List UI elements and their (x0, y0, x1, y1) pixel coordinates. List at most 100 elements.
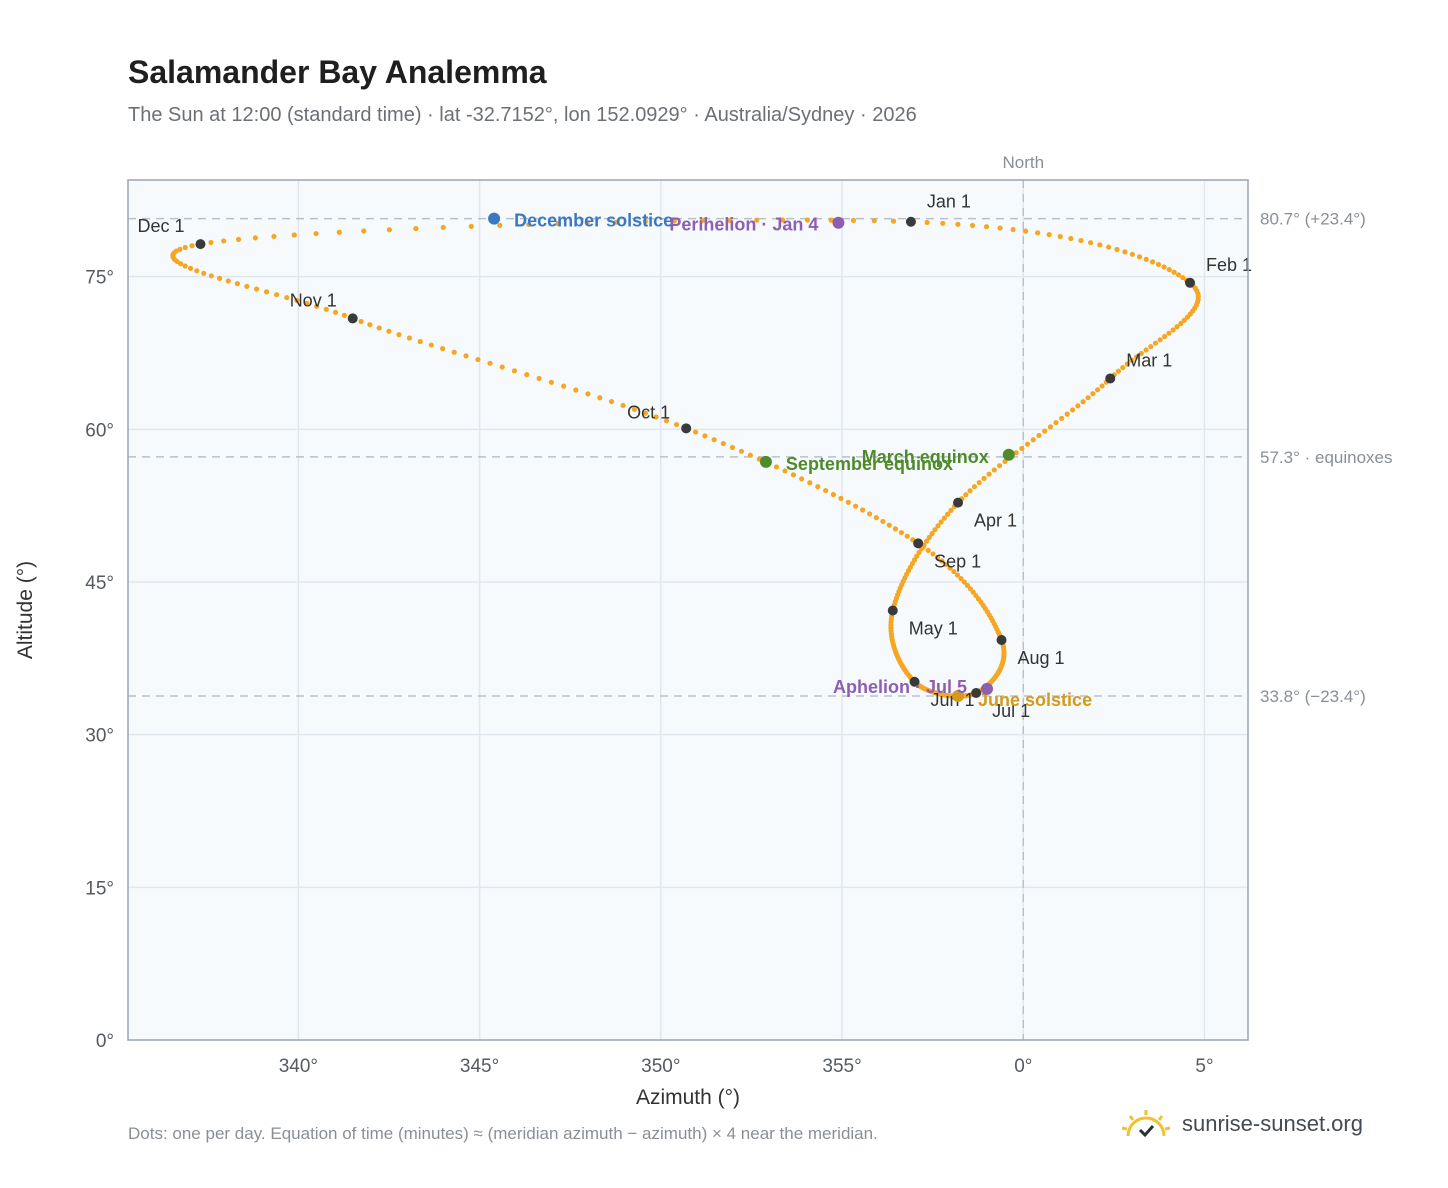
brand[interactable]: sunrise-sunset.org (1120, 1104, 1363, 1144)
daily-dot (358, 318, 364, 325)
daily-dot (838, 495, 844, 502)
month-marker-label: May 1 (909, 619, 958, 639)
daily-dot (597, 395, 603, 401)
daily-dot (613, 219, 619, 225)
daily-dot (1175, 272, 1182, 278)
chart-subtitle: The Sun at 12:00 (standard time) · lat -… (128, 104, 917, 126)
x-tick-label: 345° (460, 1056, 499, 1077)
daily-dot (720, 440, 726, 447)
daily-dot (511, 368, 518, 374)
daily-dot (536, 375, 542, 382)
daily-dot (663, 418, 670, 424)
daily-dot (971, 484, 978, 490)
event-dot (981, 682, 994, 695)
month-marker-label: Aug 1 (1018, 648, 1065, 668)
daily-dot (981, 475, 987, 481)
daily-dot (194, 268, 200, 274)
event-dot (488, 212, 501, 225)
daily-dot (1161, 264, 1167, 270)
daily-dot (451, 349, 457, 355)
daily-dot (1122, 249, 1128, 255)
daily-dot (1129, 357, 1135, 364)
daily-dot (924, 219, 930, 226)
daily-dot (747, 452, 753, 458)
daily-dot (1166, 330, 1172, 336)
daily-dot (440, 224, 446, 231)
daily-dot (983, 224, 990, 230)
plot-frame (127, 179, 1249, 1041)
daily-dot (955, 221, 961, 227)
daily-dot (828, 217, 834, 223)
daily-dot (1106, 244, 1112, 250)
daily-dot (584, 220, 590, 226)
chart-title: Salamander Bay Analemma (128, 54, 547, 90)
daily-dot (631, 406, 637, 412)
daily-dot (1097, 242, 1103, 248)
meridian-label: North (1002, 153, 1044, 172)
daily-dot (729, 444, 736, 451)
daily-dot (1136, 254, 1143, 260)
daily-dot (642, 410, 649, 416)
month-marker-dot (681, 423, 692, 434)
daily-dot (1124, 361, 1130, 367)
daily-dot (642, 218, 649, 225)
footnote: Dots: one per day. Equation of time (min… (128, 1124, 878, 1143)
daily-dot (671, 218, 677, 224)
daily-dot (780, 217, 786, 223)
x-tick-label: 355° (822, 1056, 861, 1077)
month-marker-label: Dec 1 (137, 216, 184, 236)
month-marker-dot (195, 239, 206, 250)
daily-dot (692, 429, 699, 435)
daily-dot (1010, 226, 1016, 233)
daily-dot (1171, 269, 1177, 275)
daily-dot (497, 222, 503, 228)
daily-dot (376, 325, 382, 331)
event-dot (1002, 448, 1015, 461)
daily-dot (951, 568, 957, 575)
daily-dot (440, 346, 446, 352)
daily-dot (935, 523, 941, 529)
y-tick-label: 75° (85, 268, 114, 289)
daily-dot (1047, 424, 1054, 430)
month-marker-label: Jan 1 (927, 192, 971, 212)
month-marker-dot (909, 676, 920, 687)
daily-dot (271, 233, 277, 240)
month-marker-label: Nov 1 (290, 290, 337, 310)
daily-dot (1069, 407, 1076, 413)
daily-dot (929, 530, 935, 537)
x-axis-label: Azimuth (°) (636, 1086, 740, 1109)
daily-dot (1143, 347, 1149, 353)
daily-dot (177, 246, 183, 252)
daily-dot (986, 471, 992, 477)
daily-dot (807, 480, 813, 486)
daily-dot (871, 218, 877, 224)
daily-dot (711, 437, 717, 443)
month-marker-dot (913, 538, 924, 549)
daily-dot (361, 228, 367, 234)
daily-dot (524, 372, 530, 378)
daily-dot (499, 364, 505, 370)
daily-dot (939, 558, 945, 564)
daily-dot (892, 526, 899, 532)
daily-dot (367, 322, 373, 328)
daily-dot (815, 484, 821, 490)
daily-dot (961, 579, 967, 585)
daily-dot (336, 229, 342, 235)
daily-dot (967, 488, 973, 494)
daily-dot (182, 263, 188, 269)
daily-dot (1129, 251, 1136, 257)
month-marker-label: Sep 1 (934, 551, 981, 571)
daily-dot (954, 572, 961, 578)
daily-dot (782, 468, 788, 474)
daily-dot (1180, 274, 1186, 281)
event-dot (952, 690, 965, 702)
daily-dot (291, 232, 297, 238)
daily-dot (1174, 324, 1180, 330)
reference-lines: North 80.7° (+23.4°) 57.3° · equinoxes 33.8… (128, 153, 1393, 1040)
daily-dot (341, 312, 347, 318)
daily-dot (526, 221, 532, 228)
daily-dot (1023, 228, 1029, 234)
daily-dot (208, 273, 214, 279)
daily-dot (850, 217, 857, 223)
daily-dot (1099, 383, 1105, 389)
